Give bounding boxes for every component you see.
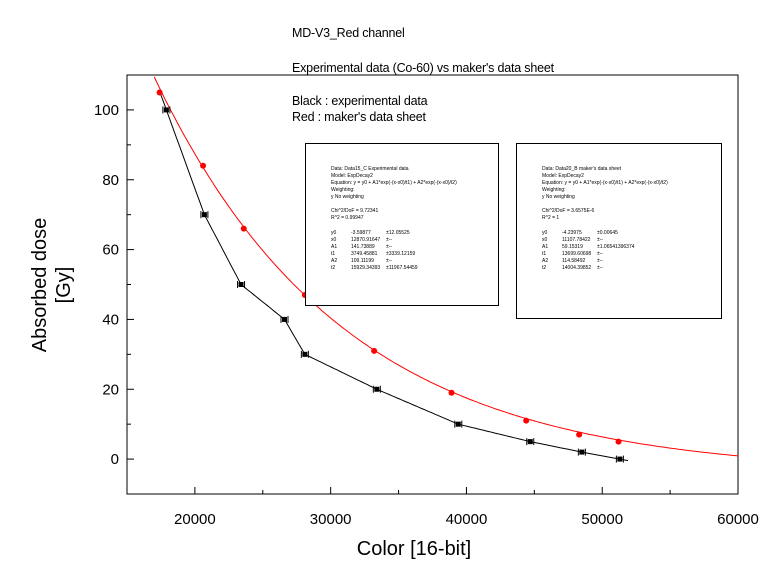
fit-param-value: 13699.60698 — [562, 251, 592, 257]
annotation-red-legend: Red : maker's data sheet — [292, 110, 426, 124]
data-point-black — [280, 315, 289, 323]
fit-param-name: x0 — [542, 237, 548, 243]
fit-param-value: 14004.39852 — [562, 265, 592, 271]
x-tick-label: 50000 — [581, 511, 623, 528]
data-point-black — [526, 438, 535, 446]
fit-param-error: ±-- — [597, 237, 604, 243]
annotation-subtitle: Experimental data (Co-60) vs maker's dat… — [292, 61, 554, 75]
data-point-red — [448, 389, 455, 396]
fit-param-value: 3749.45881 — [351, 251, 378, 257]
data-point-red — [576, 431, 583, 438]
axes: 20000 30000 40000 50000 60000 0 20 40 60 80 100 — [94, 74, 759, 528]
fit-param-error: ±-- — [597, 258, 604, 264]
fit-param-name: y0 — [331, 230, 337, 236]
fit-param-name: A2 — [542, 258, 549, 264]
fit-results-box-datasheet: Data: Data20_B maker's data sheet Model: … — [516, 143, 722, 319]
y-tick-label: 80 — [102, 172, 119, 189]
fit-param-error: ±1.06541396374 — [597, 244, 635, 250]
annotation-title: MD-V3_Red channel — [292, 26, 405, 40]
data-point-black — [454, 420, 463, 428]
y-tick-label: 60 — [102, 242, 119, 259]
x-axis-label: Color [16-bit] — [357, 538, 472, 560]
fit-param-name: y0 — [542, 230, 548, 236]
fit-param-error: ±11967.54459 — [386, 265, 418, 271]
fit-param-name: t2 — [542, 265, 547, 271]
data-point-black — [615, 455, 624, 463]
fit-header-line: Model: ExpDecay2 — [331, 173, 373, 179]
fit-param-value: 11107.78422 — [562, 237, 591, 243]
fit-param-error: ±0.00645 — [597, 230, 618, 236]
fit-header-line: Equation: y = y0 + A1*exp(-(x-x0)/t1) + … — [331, 180, 457, 186]
fit-param-name: A1 — [331, 244, 338, 250]
fit-header-line: R^2 = 1 — [542, 215, 560, 221]
fit-param-name: t2 — [331, 265, 336, 271]
x-tick-label: 30000 — [310, 511, 352, 528]
x-tick-label: 40000 — [446, 511, 488, 528]
fit-results-box-experimental: Data: Data15_C Experimental data Model: E… — [305, 143, 499, 306]
y-tick-label: 100 — [94, 102, 119, 119]
fit-header-line: R^2 = 0.99947 — [331, 215, 364, 221]
data-point-red — [240, 225, 247, 232]
y-tick-label: 40 — [102, 311, 119, 328]
fit-param-error: ±-- — [386, 237, 393, 243]
fit-header-line: Chi^2/DoF = 9.72341 — [331, 208, 379, 214]
data-point-red — [156, 89, 163, 96]
data-point-black — [237, 281, 246, 288]
fit-curve-series-2 — [153, 76, 739, 457]
fit-param-name: A1 — [542, 244, 549, 250]
data-point-red — [523, 417, 530, 424]
fit-param-name: t1 — [542, 251, 547, 257]
fit-curves — [153, 76, 739, 462]
data-point-red — [371, 347, 378, 354]
x-tick-label: 60000 — [717, 511, 759, 528]
fit-header-line: Equation: y = y0 + A1*exp(-(x-x0)/t1) + … — [542, 180, 668, 186]
y-axis-label-line1: Absorbed dose — [29, 218, 51, 353]
fit-header-line: y No weighting — [542, 194, 575, 200]
y-axis-label-line2: [Gy] — [53, 267, 75, 304]
fit-header-line: Model: ExpDecay2 — [542, 173, 584, 179]
fit-param-name: t1 — [331, 251, 336, 257]
x-tick-label: 20000 — [174, 511, 216, 528]
fit-param-value: 141.73889 — [351, 244, 375, 250]
data-point-black — [372, 385, 381, 393]
fit-param-value: 15929.34393 — [351, 265, 381, 271]
data-point-red — [200, 162, 207, 169]
fit-param-value: -4.23975 — [562, 230, 582, 236]
fit-param-value: 114.58492 — [562, 258, 586, 264]
fit-header-line: Chi^2/DoF = 3.6575E-6 — [542, 208, 595, 214]
fit-param-value: 59.15319 — [562, 244, 583, 250]
fit-header-line: Weighting: — [331, 187, 355, 193]
data-point-black — [162, 106, 171, 114]
fit-param-error: ±-- — [386, 244, 393, 250]
data-marks — [156, 89, 624, 463]
fit-param-error: ±3339.12159 — [386, 251, 416, 257]
fit-param-error: ±12.05525 — [386, 230, 410, 236]
fit-param-error: ±-- — [597, 265, 604, 271]
fit-header-line: Weighting: — [542, 187, 566, 193]
fit-curve-series-1 — [160, 94, 629, 462]
y-tick-label: 20 — [102, 381, 119, 398]
annotation-black-legend: Black : experimental data — [292, 94, 428, 108]
fit-param-value: 12870.91647 — [351, 237, 381, 243]
fit-param-name: x0 — [331, 237, 337, 243]
fit-param-error: ±-- — [597, 251, 604, 257]
fit-header-line: y No weighting — [331, 194, 364, 200]
fit-param-value: 109.11199 — [351, 258, 374, 264]
data-point-black — [200, 211, 209, 219]
fit-param-error: ±-- — [386, 258, 393, 264]
fit-param-name: A2 — [331, 258, 338, 264]
fit-header-line: Data: Data15_C Experimental data — [331, 166, 409, 172]
fit-header-line: Data: Data20_B maker's data sheet — [542, 166, 622, 172]
y-tick-label: 0 — [111, 451, 119, 468]
data-point-red — [615, 438, 622, 445]
fit-param-value: -3.59877 — [351, 230, 371, 236]
data-point-black — [577, 448, 586, 456]
y-axis-label: Absorbed dose [Gy] — [29, 218, 75, 353]
data-point-black — [300, 350, 309, 358]
